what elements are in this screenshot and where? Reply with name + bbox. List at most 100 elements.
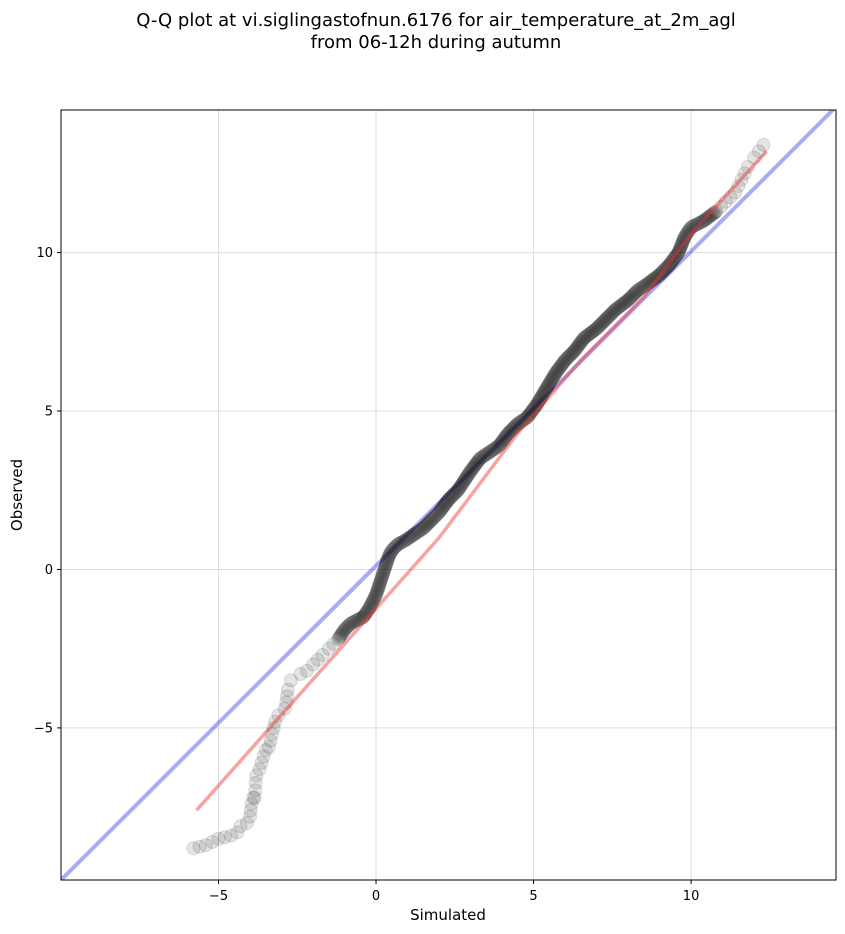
quantile-point (383, 545, 398, 560)
quantile-point (445, 488, 460, 503)
quantile-point (369, 586, 384, 601)
quantile-point (649, 270, 664, 285)
quantile-point (620, 293, 635, 308)
quantile-point (458, 472, 473, 487)
quantile-point (508, 418, 523, 433)
quantile-point (670, 246, 685, 261)
quantile-point (502, 425, 517, 440)
quantile-point (375, 567, 390, 582)
quantile-point (247, 790, 262, 805)
fit-line-layer (195, 150, 768, 812)
y-tick-label: 0 (45, 563, 53, 578)
quantile-point (374, 571, 389, 586)
quantile-point (650, 269, 665, 284)
quantile-point (493, 436, 508, 451)
quantile-point (756, 137, 771, 152)
quantile-point (378, 560, 393, 575)
quantile-point (623, 290, 638, 305)
quantile-point (537, 385, 552, 400)
quantile-point (700, 210, 715, 225)
quantile-point (224, 828, 239, 843)
quantile-point (669, 247, 684, 262)
quantile-point (409, 526, 424, 541)
quantile-point (546, 369, 561, 384)
quantile-point (622, 291, 637, 306)
quantile-point (497, 431, 512, 446)
chart-title: Q-Q plot at vi.siglingastofnun.6176 for … (136, 10, 736, 31)
quantile-point (217, 830, 232, 845)
quantile-point (608, 302, 623, 317)
quantile-point (664, 255, 679, 270)
quantile-point (332, 629, 347, 644)
quantile-point (239, 815, 254, 830)
quantile-point (419, 518, 434, 533)
quantile-point (475, 449, 490, 464)
quantile-point (477, 448, 492, 463)
quantile-point (388, 539, 403, 554)
quantile-point (469, 456, 484, 471)
quantile-point (249, 768, 264, 783)
quantile-point (696, 213, 711, 228)
quantile-point (484, 443, 499, 458)
quantile-point (460, 468, 475, 483)
quantile-point (595, 315, 610, 330)
quantile-point (510, 416, 525, 431)
quantile-point (751, 144, 766, 159)
quantile-point (549, 364, 564, 379)
quantile-point (604, 306, 619, 321)
quantile-point (373, 572, 388, 587)
quantile-point (387, 540, 402, 555)
quantile-point (637, 278, 652, 293)
quantile-point (550, 362, 565, 377)
quantile-point (498, 429, 513, 444)
quantile-point (449, 485, 464, 500)
quantile-point (698, 212, 713, 227)
quantile-point (435, 500, 450, 515)
quantile-point (293, 667, 308, 682)
quantile-point (624, 289, 639, 304)
quantile-point (430, 506, 445, 521)
quantile-point (452, 481, 467, 496)
quantile-point (310, 652, 325, 667)
quantile-point (723, 190, 738, 205)
quantile-point (392, 536, 407, 551)
quantile-point (542, 376, 557, 391)
quantile-point (584, 325, 599, 340)
quantile-point (192, 839, 207, 854)
y-tick-label: 10 (36, 246, 53, 261)
quantile-point (563, 347, 578, 362)
quantile-point (355, 610, 370, 625)
quantile-point (405, 528, 420, 543)
quantile-point (684, 220, 699, 235)
quantile-point (705, 207, 720, 222)
quantile-point (576, 332, 591, 347)
quantile-point (540, 379, 555, 394)
quantile-point (410, 525, 425, 540)
quantile-point (370, 583, 385, 598)
quantile-point (662, 257, 677, 272)
quantile-point (557, 354, 572, 369)
quantile-point (701, 209, 716, 224)
grid-lines (61, 110, 836, 880)
quantile-point (569, 341, 584, 356)
quantile-point (516, 412, 531, 427)
quantile-point (399, 532, 414, 547)
quantile-point (363, 599, 378, 614)
quantile-point (678, 228, 693, 243)
quantile-point (441, 492, 456, 507)
quantile-point (480, 446, 495, 461)
quantile-point (391, 537, 406, 552)
quantile-point (728, 185, 743, 200)
quantile-point (591, 319, 606, 334)
quantile-point (450, 484, 465, 499)
quantile-point (612, 299, 627, 314)
quantile-point (279, 695, 294, 710)
quantile-point (627, 286, 642, 301)
quantile-point (459, 469, 474, 484)
quantile-point (666, 251, 681, 266)
quantile-point (369, 585, 384, 600)
quantile-point (481, 446, 496, 461)
quantile-point (368, 589, 383, 604)
quantile-point (378, 557, 393, 572)
quantile-point (266, 720, 281, 735)
